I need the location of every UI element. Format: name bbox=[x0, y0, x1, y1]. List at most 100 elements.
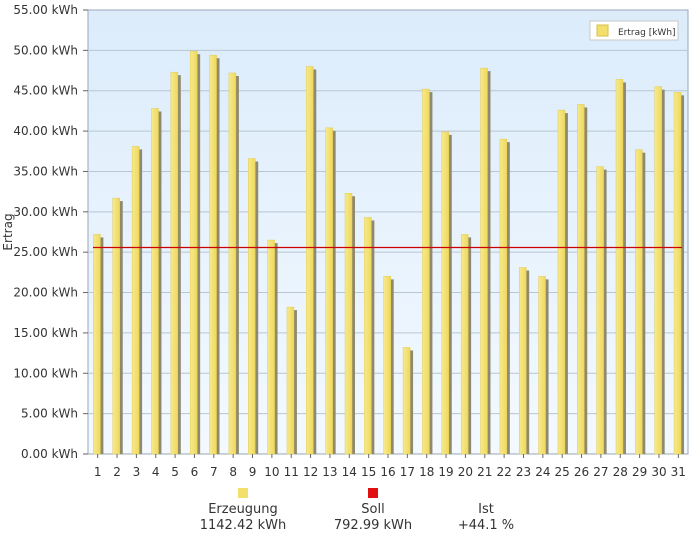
bar[interactable] bbox=[577, 104, 585, 455]
x-tick-label: 30 bbox=[651, 465, 666, 479]
bar[interactable] bbox=[248, 158, 256, 455]
x-tick-label: 31 bbox=[671, 465, 686, 479]
bar[interactable] bbox=[402, 347, 411, 455]
bar[interactable] bbox=[286, 306, 295, 455]
bar[interactable] bbox=[441, 131, 450, 455]
bar[interactable] bbox=[306, 66, 314, 455]
y-tick-label: 20.00 kWh bbox=[13, 286, 78, 300]
bar-shadow bbox=[100, 237, 104, 454]
bar-shadow bbox=[410, 350, 414, 454]
x-tick-label: 16 bbox=[380, 465, 395, 479]
y-tick-label: 5.00 kWh bbox=[21, 407, 78, 421]
x-axis-ticks: 1 2 3 4 5 6 7 8 9 10 11 12 13 14 15 16 17 18 19 20 21 22 23 24 2… bbox=[94, 454, 686, 479]
x-tick-label: 3 bbox=[133, 465, 141, 479]
bar[interactable] bbox=[480, 67, 488, 455]
x-tick-label: 5 bbox=[171, 465, 179, 479]
soll-swatch bbox=[368, 488, 378, 498]
y-tick-label: 0.00 kWh bbox=[21, 447, 78, 461]
x-tick-label: 6 bbox=[191, 465, 199, 479]
y-tick-label: 35.00 kWh bbox=[13, 164, 78, 178]
bar[interactable] bbox=[460, 234, 469, 455]
summary-soll: Soll 792.99 kWh bbox=[318, 488, 428, 534]
bar[interactable] bbox=[325, 127, 333, 455]
x-tick-label: 21 bbox=[477, 465, 492, 479]
legend-box bbox=[589, 20, 679, 41]
bar-shadow bbox=[681, 95, 685, 454]
bar[interactable] bbox=[383, 276, 391, 455]
bars-group bbox=[93, 50, 685, 455]
bar[interactable] bbox=[654, 86, 662, 455]
bar[interactable] bbox=[422, 88, 430, 455]
bar-shadow bbox=[197, 54, 201, 455]
y-tick-label: 15.00 kWh bbox=[13, 326, 78, 340]
x-tick-label: 24 bbox=[535, 465, 550, 479]
bar-shadow bbox=[661, 89, 665, 454]
erzeugung-swatch bbox=[238, 488, 248, 498]
x-tick-label: 15 bbox=[361, 465, 376, 479]
bar[interactable] bbox=[518, 267, 527, 455]
x-tick-label: 1 bbox=[94, 465, 102, 479]
bar-shadow bbox=[371, 220, 375, 454]
bar[interactable] bbox=[673, 92, 682, 455]
bar[interactable] bbox=[344, 193, 353, 455]
yield-chart: 0.00 kWh 5.00 kWh 10.00 kWh 15.00 kWh 20.00 … bbox=[1, 3, 689, 479]
x-tick-label: 9 bbox=[249, 465, 257, 479]
ist-value: +44.1 % bbox=[457, 518, 515, 533]
bar[interactable] bbox=[93, 234, 101, 455]
x-tick-label: 14 bbox=[342, 465, 357, 479]
soll-value: 792.99 kWh bbox=[333, 518, 413, 533]
bar[interactable] bbox=[228, 72, 237, 455]
bar[interactable] bbox=[151, 108, 159, 455]
summary-erzeugung: Erzeugung 1142.42 kWh bbox=[188, 488, 298, 534]
bar[interactable] bbox=[112, 197, 120, 455]
bar[interactable] bbox=[209, 54, 217, 455]
x-tick-label: 17 bbox=[400, 465, 415, 479]
bar-shadow bbox=[216, 58, 220, 454]
bar[interactable] bbox=[131, 146, 140, 455]
bar-shadow bbox=[255, 161, 259, 454]
x-tick-label: 29 bbox=[632, 465, 647, 479]
x-tick-label: 12 bbox=[303, 465, 318, 479]
bar-shadow bbox=[274, 243, 278, 454]
legend-label: Ertrag [kWh] bbox=[618, 28, 676, 38]
bar-shadow bbox=[235, 75, 239, 454]
x-tick-label: 13 bbox=[322, 465, 337, 479]
y-tick-label: 50.00 kWh bbox=[13, 43, 78, 57]
bar[interactable] bbox=[267, 239, 275, 455]
x-tick-label: 11 bbox=[284, 465, 299, 479]
x-tick-label: 8 bbox=[229, 465, 237, 479]
y-tick-label: 55.00 kWh bbox=[13, 3, 78, 17]
bar[interactable] bbox=[189, 50, 198, 455]
bar[interactable] bbox=[635, 149, 643, 455]
y-tick-label: 10.00 kWh bbox=[13, 366, 78, 380]
bar[interactable] bbox=[538, 276, 546, 455]
bar[interactable] bbox=[499, 138, 508, 455]
bar-shadow bbox=[526, 270, 530, 454]
x-tick-label: 7 bbox=[210, 465, 218, 479]
bar[interactable] bbox=[170, 71, 179, 455]
bar-shadow bbox=[158, 111, 162, 454]
y-axis-ticks: 0.00 kWh 5.00 kWh 10.00 kWh 15.00 kWh 20.00 … bbox=[13, 3, 88, 461]
y-tick-label: 25.00 kWh bbox=[13, 245, 78, 259]
bar-shadow bbox=[622, 82, 626, 455]
y-axis-label: Ertrag bbox=[1, 213, 15, 250]
bar-shadow bbox=[468, 237, 472, 454]
bar[interactable] bbox=[615, 79, 624, 455]
bar-shadow bbox=[177, 75, 181, 454]
bar[interactable] bbox=[364, 217, 372, 455]
bar-shadow bbox=[642, 152, 646, 454]
legend-swatch bbox=[596, 24, 609, 37]
erzeugung-label: Erzeugung bbox=[208, 502, 278, 517]
x-tick-label: 27 bbox=[593, 465, 608, 479]
bar-shadow bbox=[487, 71, 491, 455]
bar[interactable] bbox=[557, 109, 566, 455]
x-tick-label: 19 bbox=[438, 465, 453, 479]
bar-shadow bbox=[429, 92, 433, 454]
legend[interactable]: Ertrag [kWh] bbox=[589, 20, 679, 41]
x-tick-label: 28 bbox=[613, 465, 628, 479]
bar[interactable] bbox=[596, 166, 604, 455]
x-tick-label: 26 bbox=[574, 465, 589, 479]
bar-shadow bbox=[584, 107, 588, 454]
x-tick-label: 22 bbox=[496, 465, 511, 479]
x-tick-label: 4 bbox=[152, 465, 160, 479]
